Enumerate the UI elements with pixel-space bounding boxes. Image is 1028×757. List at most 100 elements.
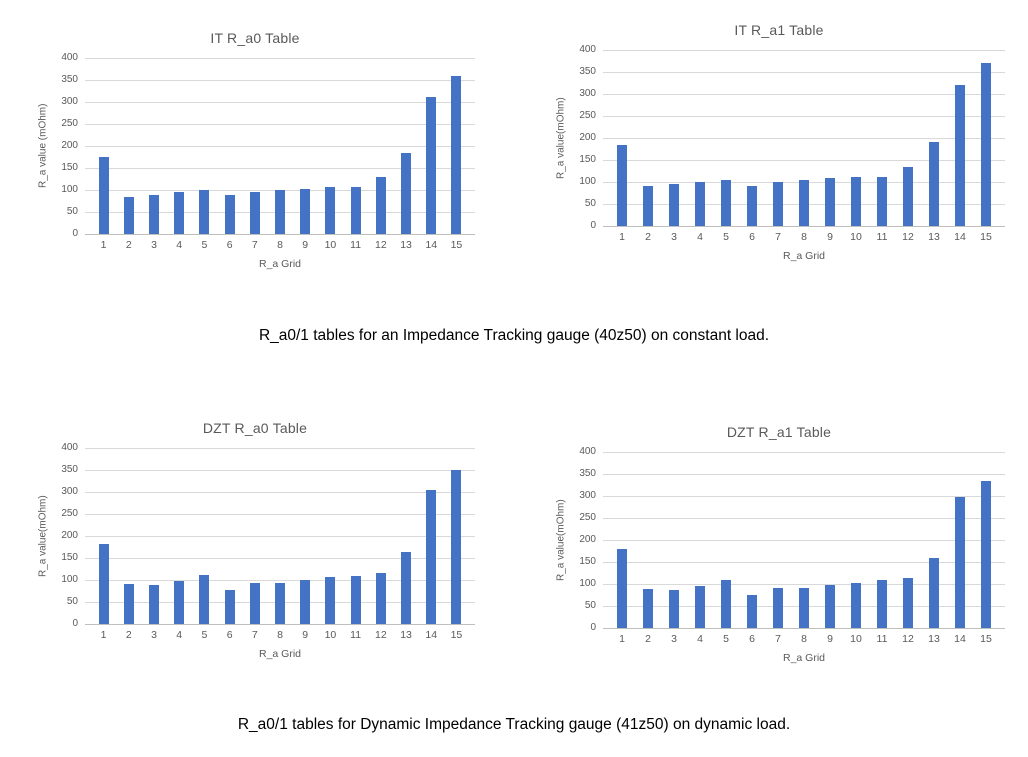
x-tick-label: 8: [801, 633, 807, 645]
chart-it-ra1-table: IT R_a1 Table R_a value(mOhm) 0 50 100 150 2…: [553, 22, 1005, 262]
x-tick-label: 2: [125, 239, 132, 251]
bar-slot: [921, 50, 947, 226]
bar-15: [451, 470, 462, 624]
bar-6: [747, 185, 757, 226]
bar-slot: [869, 452, 895, 628]
y-tick-label: 300: [579, 490, 596, 501]
y-tick-label: 300: [579, 88, 596, 99]
bar-slot: [393, 58, 418, 234]
gridline: [603, 583, 1005, 585]
bar-6: [224, 589, 235, 624]
y-tick-label: 350: [579, 468, 596, 479]
x-tick-label: 8: [277, 239, 283, 251]
y-tick-label: 250: [579, 512, 596, 523]
x-axis-label: R_a Grid: [258, 648, 301, 660]
y-tick-label: 100: [61, 184, 78, 195]
bar-slot: [843, 452, 869, 628]
bar-1: [98, 157, 109, 234]
bar-slot: [267, 448, 292, 624]
x-tick-label: 10: [324, 239, 337, 251]
bar-3: [669, 589, 679, 628]
y-tick-label: 150: [61, 552, 78, 563]
bar-slot: [947, 452, 973, 628]
y-tick-label: 150: [579, 154, 596, 165]
bar-6: [747, 595, 757, 628]
bar-4: [695, 586, 705, 628]
bar-10: [851, 176, 861, 226]
x-tick-label: 13: [928, 633, 940, 645]
x-tick-label: 14: [954, 231, 966, 243]
bar-15: [981, 480, 991, 628]
x-tick-label: 5: [201, 239, 208, 251]
x-tick-label: 11: [350, 239, 362, 251]
x-tick-label: 3: [671, 633, 677, 645]
y-tick-label: 0: [72, 618, 78, 629]
x-tick-label: 3: [151, 629, 157, 641]
y-tick-label: 350: [61, 464, 78, 475]
x-tick-label: 1: [100, 629, 107, 641]
bar-slot: [444, 448, 469, 624]
y-tick-label: 100: [61, 574, 78, 585]
bar-5: [199, 190, 210, 234]
bar-series: [85, 448, 475, 624]
y-tick-label: 50: [66, 596, 78, 607]
x-tick-label: 2: [645, 231, 651, 243]
bar-8: [275, 190, 286, 234]
gridline: [603, 451, 1005, 453]
y-tick-label: 200: [579, 132, 596, 143]
bar-slot: [869, 50, 895, 226]
gridline: [85, 579, 475, 581]
bar-slot: [368, 448, 393, 624]
x-tick-label: 12: [902, 633, 914, 645]
x-tick-label: 4: [176, 629, 183, 641]
x-tick-label: 7: [775, 633, 781, 645]
bar-14: [955, 497, 965, 628]
bar-9: [300, 188, 311, 234]
bar-slot: [116, 58, 141, 234]
y-axis-label: R_a value(mOhm): [37, 495, 49, 577]
bar-5: [721, 579, 731, 628]
x-tick-label: 8: [277, 629, 283, 641]
x-tick-label: 9: [302, 629, 309, 641]
bar-slot: [895, 452, 921, 628]
bar-slot: [116, 448, 141, 624]
bar-1: [98, 543, 109, 624]
bar-15: [981, 63, 991, 226]
x-tick-label: 4: [697, 633, 703, 645]
bar-13: [401, 552, 412, 624]
x-axis-label: R_a Grid: [782, 250, 825, 262]
x-tick-label: 14: [425, 239, 438, 251]
bar-slot: [791, 452, 817, 628]
y-axis-ticks: 0 50 100 150 200 250 300 350 400: [51, 52, 85, 239]
gridline: [85, 123, 475, 125]
x-tick-label: 6: [749, 633, 755, 645]
chart-it-ra0-table: IT R_a0 Table R_a value (mOhm) 0 50 100 150…: [35, 30, 475, 270]
x-axis-line: [603, 627, 1005, 629]
gridline: [603, 561, 1005, 563]
x-tick-label: 11: [876, 231, 888, 243]
gridline: [603, 71, 1005, 73]
bar-slot: [713, 452, 739, 628]
x-tick-label: 7: [775, 231, 781, 243]
y-axis-label: R_a value(mOhm): [555, 97, 567, 179]
bar-slot: [661, 452, 687, 628]
x-axis-ticks: 1 2 3 4 5 6 7 8 9 10 11 12 13 14 15: [603, 231, 1005, 243]
x-tick-label: 15: [450, 629, 463, 641]
bar-2: [643, 589, 653, 628]
bar-slot: [141, 448, 166, 624]
bar-11: [877, 580, 887, 628]
x-tick-label: 10: [850, 633, 862, 645]
x-tick-label: 2: [125, 629, 132, 641]
gridline: [85, 447, 475, 449]
y-tick-label: 0: [72, 228, 78, 239]
y-tick-label: 50: [584, 600, 596, 611]
x-axis-label: R_a Grid: [258, 258, 301, 270]
x-tick-label: 6: [226, 629, 233, 641]
x-tick-label: 15: [450, 239, 463, 251]
x-tick-label: 10: [324, 629, 337, 641]
x-tick-label: 10: [850, 231, 862, 243]
bar-14: [955, 85, 965, 226]
x-tick-label: 1: [619, 633, 625, 645]
x-tick-label: 6: [226, 239, 233, 251]
chart-title: IT R_a1 Table: [734, 22, 824, 38]
